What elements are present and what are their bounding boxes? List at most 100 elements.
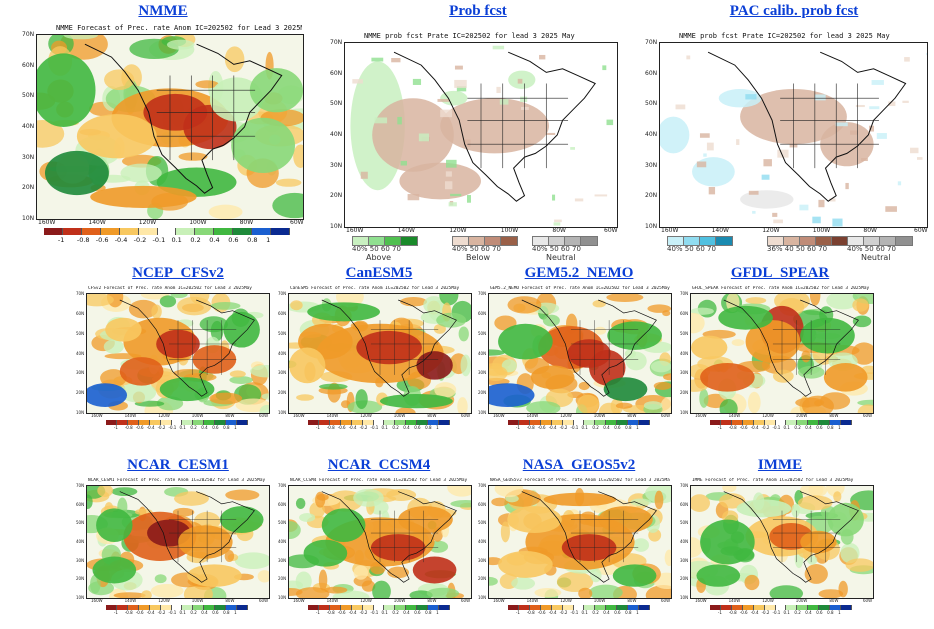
- colorbar-tick: 1: [636, 610, 639, 615]
- anom-patch: [104, 69, 135, 90]
- anom-patch: [845, 558, 873, 572]
- colorbar-tick: 0.2: [190, 236, 201, 244]
- prob-cell: [412, 78, 422, 85]
- lon-label: 160W: [661, 227, 679, 234]
- colorbar-swatch: [797, 420, 809, 425]
- lat-label: 70N: [478, 291, 487, 296]
- anom-patch: [259, 404, 269, 413]
- title-nmme[interactable]: NMME: [138, 3, 188, 19]
- anom-patch: [592, 300, 606, 308]
- lon-label: 120W: [762, 598, 774, 603]
- anom-patch: [747, 391, 761, 413]
- lon-label: 60W: [661, 413, 671, 418]
- title-gem5-nemo[interactable]: GEM5.2_NEMO: [524, 265, 634, 281]
- map-area: [488, 293, 672, 414]
- colorbar-tick: 0.4: [805, 425, 812, 430]
- anom-patch: [578, 381, 590, 391]
- lat-label: 10N: [680, 410, 689, 415]
- state-borders: [168, 320, 237, 375]
- anom-patch: [87, 294, 114, 307]
- title-ncep-cfsv2[interactable]: NCEP_CFSv2: [132, 265, 224, 281]
- field-region: [696, 564, 741, 587]
- anom-patch: [826, 294, 859, 310]
- field-region: [303, 539, 348, 567]
- field-region: [37, 53, 96, 127]
- field-region: [589, 349, 626, 386]
- prob-cell: [799, 204, 809, 211]
- colorbar-tick: 0.6: [212, 425, 219, 430]
- colorbar-tick: 1: [436, 425, 439, 430]
- anom-patch: [372, 580, 391, 598]
- colorbar-tick: 0.1: [179, 610, 186, 615]
- colorbar-tick: 0.4: [209, 236, 220, 244]
- prob-cell: [400, 160, 407, 166]
- lat-label: 60N: [330, 69, 343, 77]
- anom-patch: [744, 574, 760, 591]
- title-imme[interactable]: IMME: [757, 457, 803, 473]
- colorbar-swatch: [395, 605, 407, 610]
- precip-field: [289, 486, 471, 598]
- coastline: [707, 51, 907, 202]
- colorbar-tick: 0.8: [827, 610, 834, 615]
- anom-patch: [318, 569, 328, 591]
- colorbar-tick: 0.2: [190, 425, 197, 430]
- colorbar-swatch: [127, 605, 139, 610]
- lat-label: 40N: [76, 539, 85, 544]
- lat-label: 40N: [76, 350, 85, 356]
- anom-patch: [289, 580, 304, 590]
- colorbar-swatch: [204, 420, 216, 425]
- colorbar-swatch: [215, 420, 227, 425]
- colorbar-tick: -0.1: [370, 425, 379, 430]
- map-panel-gem: GEM5.2_NEMO Forecast of Prec. rate Anom …: [478, 285, 672, 440]
- colorbar-swatch: [351, 605, 363, 610]
- lon-label: 140W: [88, 219, 106, 226]
- prob-cell: [910, 147, 919, 154]
- prob-cell: [521, 106, 529, 110]
- lon-label: 100W: [500, 227, 519, 234]
- colorbar-tick: 0.8: [223, 610, 230, 615]
- lon-label: 120W: [360, 413, 372, 418]
- prob-ticks-neutral: 40% 50 60 70: [532, 245, 581, 253]
- colorbar-swatch: [742, 605, 754, 610]
- colorbar-tick: -0.1: [570, 610, 579, 615]
- anom-patch: [183, 583, 213, 598]
- colorbar-swatch: [340, 605, 352, 610]
- colorbar-tick: 0.1: [581, 425, 588, 430]
- lon-label: 100W: [593, 598, 606, 603]
- lat-label: 30N: [278, 557, 287, 563]
- title-nasa-geos5v2[interactable]: NASA_GEOS5v2: [522, 457, 636, 473]
- title-canesm5[interactable]: CanESM5: [345, 265, 413, 281]
- lat-label: 20N: [76, 576, 85, 582]
- prob-cell: [446, 159, 457, 168]
- title-prob-fcst[interactable]: Prob fcst: [449, 3, 507, 19]
- colorbar-tick: -1: [717, 425, 722, 430]
- title-pac-calib-prob-fcst[interactable]: PAC calib. prob fcst: [729, 3, 859, 19]
- anom-patch: [37, 119, 65, 148]
- title-gfdl-spear[interactable]: GFDL_SPEAR: [730, 265, 830, 281]
- lon-label: 100W: [189, 219, 207, 226]
- field-region: [691, 335, 728, 360]
- prob-cell: [450, 193, 462, 197]
- map-panel-cesm1: NCAR_CESM1 Forecast of Prec. rate Anom I…: [76, 477, 270, 625]
- anom-patch: [174, 491, 209, 506]
- lon-label: 100W: [593, 413, 606, 418]
- lat-label: 40N: [278, 350, 287, 356]
- colorbar-tick: -0.6: [537, 610, 546, 615]
- title-ncar-ccsm4[interactable]: NCAR_CCSM4: [327, 457, 431, 473]
- prob-cell: [492, 45, 505, 50]
- lat-label: 50N: [278, 330, 287, 336]
- anom-patch: [178, 152, 208, 161]
- colorbar-tick: 0.1: [171, 236, 182, 244]
- anom-patch: [113, 592, 146, 598]
- colorbar-swatch: [318, 420, 330, 425]
- colorbar-tick: 0.8: [827, 425, 834, 430]
- colorbar-swatch: [106, 420, 117, 425]
- anom-patch: [229, 376, 253, 384]
- colorbar-swatch: [775, 605, 787, 610]
- colorbar-tick: 0.4: [603, 610, 610, 615]
- colorbar-swatch: [193, 420, 205, 425]
- title-ncar-cesm1[interactable]: NCAR_CESM1: [127, 457, 229, 473]
- lat-label: 30N: [478, 370, 487, 376]
- prob-cell: [855, 104, 865, 108]
- field-region: [159, 377, 215, 402]
